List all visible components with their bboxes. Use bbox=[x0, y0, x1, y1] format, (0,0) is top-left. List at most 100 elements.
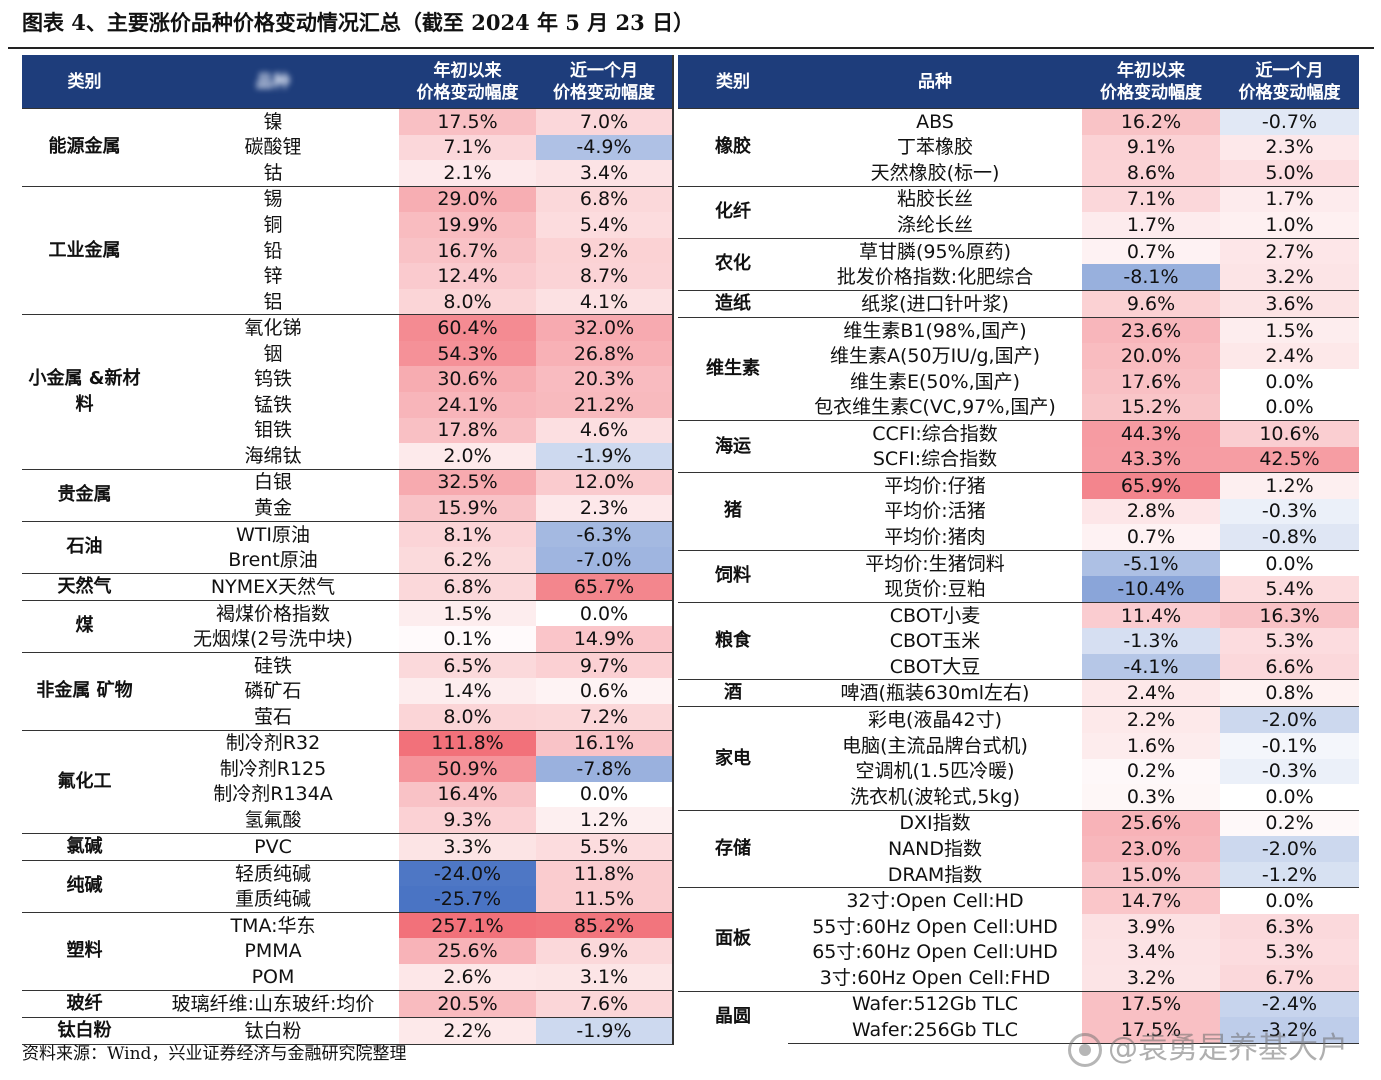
ytd-change-cell: 65.9% bbox=[1082, 472, 1220, 499]
variety-cell: 55寸:60Hz Open Cell:UHD bbox=[812, 915, 1058, 938]
variety-cell: 平均价:生猪饲料 bbox=[788, 549, 1082, 577]
month-change-cell: 3.1% bbox=[536, 963, 673, 990]
table-row: CBOT大豆 -4.1% 6.6% bbox=[678, 653, 1359, 680]
month-change-cell: 4.6% bbox=[536, 417, 673, 444]
category-cell: 存储 bbox=[678, 809, 788, 888]
category-cell: 维生素 bbox=[678, 316, 788, 421]
ytd-change-cell: 17.6% bbox=[1082, 368, 1220, 395]
month-change-cell: 16.3% bbox=[1220, 601, 1359, 629]
month-change-cell: 0.6% bbox=[536, 678, 673, 705]
variety-cell: 空调机(1.5匹冷暖) bbox=[855, 760, 1015, 783]
ytd-change-cell: 1.6% bbox=[1082, 733, 1220, 759]
ytd-change-cell: 20.5% bbox=[399, 989, 536, 1017]
variety-cell: NYMEX天然气 bbox=[147, 572, 399, 601]
table-row: POM 2.6% 3.1% bbox=[22, 963, 673, 990]
ytd-change-cell: 2.4% bbox=[1082, 679, 1220, 707]
table-row: 纯碱 轻质纯碱 -24.0% 11.8% bbox=[22, 859, 673, 913]
ytd-change-cell: -25.7% bbox=[399, 886, 536, 913]
month-change-cell: 3.6% bbox=[1220, 289, 1359, 318]
variety-cell: 平均价:猪肉 bbox=[884, 525, 986, 548]
variety-cell: 钴 bbox=[263, 161, 283, 184]
header-row: 类别 品种 年初以来 价格变动幅度 近一个月 价格变动幅度 bbox=[22, 55, 673, 109]
ytd-change-cell: 6.5% bbox=[399, 651, 536, 679]
table-row: CBOT玉米 -1.3% 5.3% bbox=[678, 628, 1359, 654]
ytd-change-cell: 16.4% bbox=[399, 781, 536, 808]
month-change-cell: 0.0% bbox=[1220, 368, 1359, 395]
variety-cell: CBOT小麦 bbox=[788, 601, 1082, 629]
table-row: 65寸:60Hz Open Cell:UHD 3.4% 5.3% bbox=[678, 939, 1359, 965]
header-category: 类别 bbox=[678, 55, 788, 109]
table-row: 无烟煤(2号洗中块) 0.1% 14.9% bbox=[22, 626, 673, 653]
category-cell: 面板 bbox=[678, 887, 788, 991]
table-row: 造纸 纸浆(进口针叶浆) 9.6% 3.6% bbox=[678, 289, 1359, 318]
table-body-right: 橡胶 ABS 16.2% -0.7% 丁苯橡胶 9.1% 2.3% 天然橡胶(标一) 8.6% 5… bbox=[678, 107, 1359, 1044]
month-change-cell: 5.3% bbox=[1220, 628, 1359, 654]
month-change-cell: 6.3% bbox=[1220, 913, 1359, 940]
month-change-cell: 20.3% bbox=[536, 366, 673, 393]
header-month-change: 近一个月 价格变动幅度 bbox=[536, 55, 673, 109]
table-row: 平均价:猪肉 0.7% -0.8% bbox=[678, 524, 1359, 551]
month-change-cell: 7.6% bbox=[536, 989, 673, 1017]
header-month-line2: 价格变动幅度 bbox=[1238, 82, 1341, 103]
month-change-cell: 0.0% bbox=[536, 781, 673, 808]
ytd-change-cell: 2.1% bbox=[399, 160, 536, 187]
ytd-change-cell: 1.5% bbox=[399, 599, 536, 627]
table-row: 贵金属 白银 32.5% 12.0% bbox=[22, 468, 673, 522]
ytd-change-cell: 111.8% bbox=[399, 729, 536, 757]
table-row: 磷矿石 1.4% 0.6% bbox=[22, 678, 673, 705]
month-change-cell: 1.7% bbox=[1220, 185, 1359, 213]
ytd-change-cell: 2.8% bbox=[1082, 498, 1220, 525]
variety-cell: 无烟煤(2号洗中块) bbox=[193, 628, 353, 651]
header-variety-label: 品种 bbox=[256, 71, 290, 92]
table-row: 钴 2.1% 3.4% bbox=[22, 160, 673, 187]
ytd-change-cell: 3.2% bbox=[1082, 964, 1220, 991]
header-row: 类别 品种 年初以来 价格变动幅度 近一个月 价格变动幅度 bbox=[678, 55, 1359, 109]
table-row: 塑料 TMA:华东 257.1% 85.2% bbox=[22, 911, 673, 990]
month-change-cell: 6.9% bbox=[536, 938, 673, 964]
category-cell: 塑料 bbox=[22, 911, 147, 990]
ytd-change-cell: 15.9% bbox=[399, 495, 536, 522]
variety-cell: 海绵钛 bbox=[244, 444, 302, 467]
variety-cell: 铝 bbox=[263, 290, 283, 313]
ytd-change-cell: 0.3% bbox=[1082, 784, 1220, 811]
table-row: SCFI:综合指数 43.3% 42.5% bbox=[678, 446, 1359, 473]
variety-cell: TMA:华东 bbox=[147, 911, 399, 939]
ytd-change-cell: 7.1% bbox=[399, 134, 536, 161]
table-row: 氯碱 PVC 3.3% 5.5% bbox=[22, 832, 673, 861]
month-change-cell: 2.4% bbox=[1220, 343, 1359, 369]
variety-cell: 65寸:60Hz Open Cell:UHD bbox=[812, 941, 1058, 964]
title-divider bbox=[8, 47, 1374, 49]
ytd-change-cell: 17.5% bbox=[399, 107, 536, 135]
month-change-cell: 5.0% bbox=[1220, 160, 1359, 187]
variety-cell: NAND指数 bbox=[887, 837, 983, 860]
variety-cell: 锌 bbox=[263, 265, 283, 288]
ytd-change-cell: 1.4% bbox=[399, 678, 536, 705]
month-change-cell: -7.8% bbox=[536, 756, 673, 782]
variety-cell: 钨铁 bbox=[253, 368, 292, 391]
variety-cell: 制冷剂R125 bbox=[219, 757, 327, 780]
ytd-change-cell: 2.2% bbox=[399, 1016, 536, 1045]
variety-cell: 锡 bbox=[147, 185, 399, 213]
variety-cell: 3寸:60Hz Open Cell:FHD bbox=[819, 966, 1051, 989]
table-row: 包衣维生素C(VC,97%,国产) 15.2% 0.0% bbox=[678, 394, 1359, 421]
table-row: 碳酸锂 7.1% -4.9% bbox=[22, 134, 673, 161]
variety-cell: 平均价:仔猪 bbox=[788, 472, 1082, 499]
table-row: 维生素A(50万IU/g,国产) 20.0% 2.4% bbox=[678, 343, 1359, 369]
month-change-cell: 16.1% bbox=[536, 729, 673, 757]
table-row: 氟化工 制冷剂R32 111.8% 16.1% bbox=[22, 729, 673, 834]
table-row: 粮食 CBOT小麦 11.4% 16.3% bbox=[678, 601, 1359, 680]
table-row: Wafer:256Gb TLC 17.5% -3.2% bbox=[678, 1017, 1359, 1044]
ytd-change-cell: 16.2% bbox=[1082, 107, 1220, 135]
variety-cell: 铅 bbox=[263, 239, 283, 262]
ytd-change-cell: 8.6% bbox=[1082, 160, 1220, 187]
header-ytd-line1: 年初以来 bbox=[433, 60, 502, 81]
variety-cell: 白银 bbox=[147, 468, 399, 496]
table-row: 黄金 15.9% 2.3% bbox=[22, 495, 673, 522]
ytd-change-cell: 0.2% bbox=[1082, 758, 1220, 785]
table-body-left: 能源金属镍 17.5% 7.0% 碳酸锂 7.1% -4.9% 钴 2.1% 3.4% 工业金属锡… bbox=[22, 107, 673, 1045]
variety-cell: PVC bbox=[147, 832, 399, 861]
variety-cell: 维生素E(50%,国产) bbox=[849, 370, 1021, 393]
month-change-cell: 0.0% bbox=[1220, 887, 1359, 914]
ytd-change-cell: 15.2% bbox=[1082, 394, 1220, 421]
month-change-cell: 8.7% bbox=[536, 263, 673, 289]
